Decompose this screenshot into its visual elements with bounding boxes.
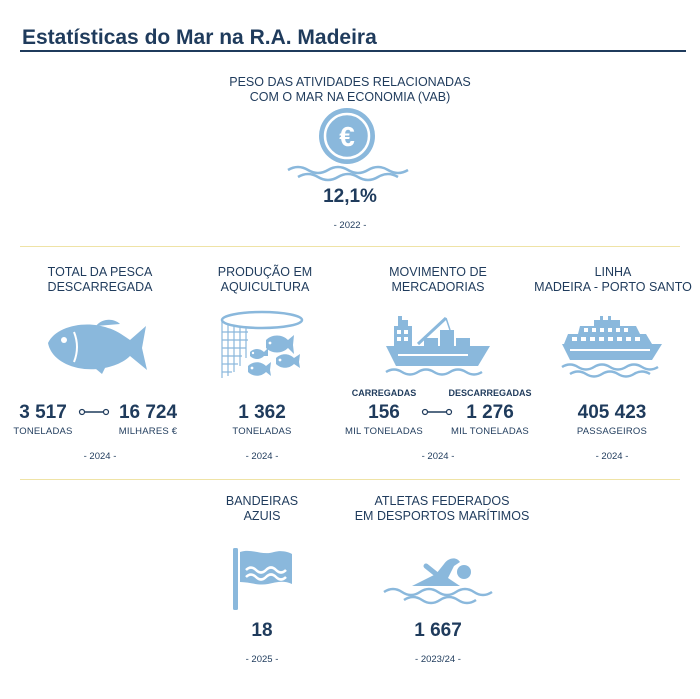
vab-year: - 2022 - — [333, 220, 367, 231]
mercadorias-label: MOVIMENTO DE MERCADORIAS — [358, 265, 518, 295]
vab-label-line2: COM O MAR NA ECONOMIA (VAB) — [249, 90, 451, 104]
separator-bottom — [20, 479, 680, 480]
mercadorias-label-line1: MOVIMENTO DE — [389, 265, 487, 279]
mercadorias-head2: DESCARREGADAS — [448, 388, 532, 398]
mercadorias-value2: 1 276 — [466, 402, 514, 423]
atletas-label-line2: EM DESPORTOS MARÍTIMOS — [354, 509, 530, 523]
pesca-value2: 16 724 — [118, 402, 178, 423]
linha-unit: PASSAGEIROS — [576, 426, 648, 437]
atletas-value: 1 667 — [414, 620, 462, 641]
euro-symbol: € — [339, 121, 355, 152]
mercadorias-year: - 2024 - — [421, 451, 455, 462]
pesca-unit2: MILHARES € — [118, 426, 178, 437]
link-connector-icon — [421, 408, 453, 416]
mercadorias-label-line2: MERCADORIAS — [391, 280, 485, 294]
bandeiras-value: 18 — [251, 620, 273, 641]
bandeiras-label-line1: BANDEIRAS — [225, 494, 299, 508]
blue-flag-icon — [233, 548, 292, 610]
fish-icon — [48, 319, 147, 374]
bandeiras-label: BANDEIRAS AZUIS — [200, 494, 324, 524]
vab-label: PESO DAS ATIVIDADES RELACIONADAS COM O M… — [200, 75, 500, 105]
pesca-label-line1: TOTAL DA PESCA — [47, 265, 153, 279]
page-title: Estatísticas do Mar na R.A. Madeira — [22, 26, 377, 49]
mercadorias-head1: CARREGADAS — [351, 388, 417, 398]
pesca-label: TOTAL DA PESCA DESCARREGADA — [20, 265, 180, 295]
aquicultura-value: 1 362 — [238, 402, 286, 423]
linha-value: 405 423 — [577, 402, 647, 423]
atletas-year: - 2023/24 - — [415, 654, 461, 665]
pesca-label-line2: DESCARREGADA — [47, 280, 153, 294]
atletas-label-line1: ATLETAS FEDERADOS — [374, 494, 510, 508]
aquicultura-unit: TONELADAS — [232, 426, 292, 437]
pesca-value1: 3 517 — [19, 402, 67, 423]
fish-net-icon — [220, 310, 304, 378]
link-connector-icon — [78, 408, 110, 416]
mercadorias-value1: 156 — [368, 402, 400, 423]
aquicultura-label: PRODUÇÃO EM AQUICULTURA — [190, 265, 340, 295]
mercadorias-unit2: MIL TONELADAS — [451, 426, 529, 437]
linha-label-line1: LINHA — [594, 265, 632, 279]
mercadorias-unit1: MIL TONELADAS — [345, 426, 423, 437]
cargo-ship-icon — [385, 316, 490, 376]
pesca-year: - 2024 - — [83, 451, 117, 462]
linha-label-line2: MADEIRA - PORTO SANTO — [534, 280, 692, 294]
atletas-label: ATLETAS FEDERADOS EM DESPORTOS MARÍTIMOS — [344, 494, 540, 524]
title-underline — [20, 50, 686, 52]
bandeiras-label-line2: AZUIS — [243, 509, 281, 523]
linha-label: LINHA MADEIRA - PORTO SANTO — [530, 265, 696, 295]
linha-year: - 2024 - — [595, 451, 629, 462]
bandeiras-year: - 2025 - — [245, 654, 279, 665]
euro-coin-icon: € — [287, 108, 409, 182]
swimmer-icon — [383, 558, 493, 605]
vab-label-line1: PESO DAS ATIVIDADES RELACIONADAS — [229, 75, 471, 89]
aquicultura-label-line2: AQUICULTURA — [220, 280, 310, 294]
aquicultura-label-line1: PRODUÇÃO EM — [217, 265, 313, 279]
separator-top — [20, 246, 680, 247]
vab-value: 12,1% — [323, 186, 377, 207]
aquicultura-year: - 2024 - — [245, 451, 279, 462]
pesca-unit1: TONELADAS — [13, 426, 73, 437]
ferry-icon — [561, 316, 662, 378]
